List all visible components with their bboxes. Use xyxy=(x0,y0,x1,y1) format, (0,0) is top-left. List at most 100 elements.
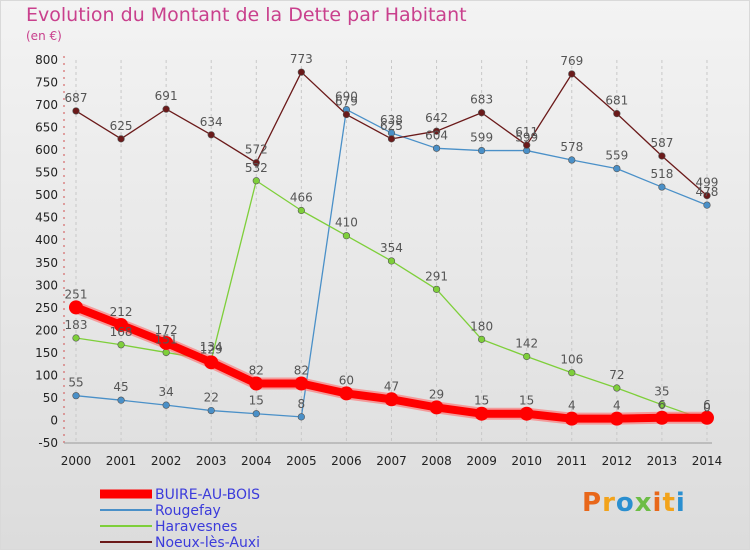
y-tick-label: 150 xyxy=(35,346,58,360)
y-tick-label: 800 xyxy=(35,53,58,67)
x-tick-label: 2000 xyxy=(61,454,92,468)
data-label: 679 xyxy=(335,95,358,109)
data-point xyxy=(658,183,666,191)
x-tick-label: 2003 xyxy=(196,454,227,468)
data-label: 354 xyxy=(380,241,403,255)
data-label: 183 xyxy=(65,318,88,332)
data-label: 625 xyxy=(110,119,133,133)
data-point xyxy=(162,401,170,409)
data-label: 6 xyxy=(703,398,711,412)
y-tick-label: 300 xyxy=(35,278,58,292)
y-tick-label: 250 xyxy=(35,301,58,315)
x-tick-label: 2007 xyxy=(376,454,407,468)
data-label: 6 xyxy=(658,398,666,412)
data-label: 35 xyxy=(654,385,669,399)
x-tick-label: 2004 xyxy=(241,454,272,468)
data-label: 410 xyxy=(335,216,358,230)
x-tick-label: 2012 xyxy=(602,454,633,468)
x-tick-label: 2005 xyxy=(286,454,317,468)
x-tick-label: 2006 xyxy=(331,454,362,468)
legend-label: Haravesnes xyxy=(155,519,237,535)
data-label: 681 xyxy=(605,94,628,108)
data-point xyxy=(297,206,305,215)
data-label: 4 xyxy=(568,399,576,413)
data-point xyxy=(159,335,174,350)
data-label: 604 xyxy=(425,128,448,142)
y-tick-label: 350 xyxy=(35,256,58,270)
data-point xyxy=(432,285,441,293)
data-label: 0 xyxy=(703,400,711,414)
x-tick-label: 2011 xyxy=(556,454,587,468)
data-label: 499 xyxy=(696,176,719,190)
data-label: 47 xyxy=(384,379,399,393)
y-tick-label: 0 xyxy=(50,413,58,427)
data-label: 587 xyxy=(650,136,673,150)
x-tick-label: 2002 xyxy=(151,454,182,468)
data-point xyxy=(564,411,579,426)
data-label: 15 xyxy=(519,394,534,408)
y-tick-label: 700 xyxy=(35,98,58,112)
data-label: 691 xyxy=(155,89,178,103)
chart-subtitle: (en €) xyxy=(26,29,62,43)
y-tick-label: 500 xyxy=(35,188,58,202)
data-point xyxy=(568,70,576,78)
data-point xyxy=(387,257,396,265)
data-point xyxy=(294,376,309,391)
logo-letter: o xyxy=(615,488,635,518)
y-tick-label: 400 xyxy=(35,233,58,247)
data-label: 151 xyxy=(155,332,178,346)
data-point xyxy=(478,109,486,117)
data-point xyxy=(432,144,441,152)
data-label: 45 xyxy=(113,380,128,394)
data-point xyxy=(204,355,219,370)
data-label: 599 xyxy=(515,131,538,145)
data-point xyxy=(613,384,621,392)
data-label: 55 xyxy=(68,376,83,390)
data-label: 518 xyxy=(650,167,673,181)
data-label: 690 xyxy=(335,90,358,104)
data-label: 129 xyxy=(200,342,223,356)
data-point xyxy=(72,392,80,400)
legend-label: BUIRE-AU-BOIS xyxy=(155,487,260,503)
y-axis-ticks: 8007507006506005505004504003503002502001… xyxy=(35,53,58,450)
data-label: 599 xyxy=(470,131,493,145)
data-point xyxy=(249,376,264,391)
x-tick-label: 2008 xyxy=(421,454,452,468)
y-tick-label: 50 xyxy=(43,391,58,405)
data-label: 142 xyxy=(515,336,538,350)
data-point xyxy=(117,135,125,143)
data-label: 72 xyxy=(609,368,624,382)
data-label: 478 xyxy=(696,185,719,199)
y-tick-label: 650 xyxy=(35,121,58,135)
data-label: 106 xyxy=(560,353,583,367)
data-point xyxy=(72,334,80,342)
data-label: 291 xyxy=(425,269,448,283)
y-tick-label: 450 xyxy=(35,211,58,225)
data-point xyxy=(703,201,711,209)
data-point xyxy=(252,410,260,418)
data-label: 466 xyxy=(290,190,313,204)
data-point xyxy=(117,396,125,404)
data-label: 251 xyxy=(65,287,88,301)
data-label: 4 xyxy=(613,399,621,413)
data-point xyxy=(613,110,621,118)
data-label: 773 xyxy=(290,52,313,66)
proxiti-logo: Proxiti xyxy=(582,488,686,518)
data-point xyxy=(568,369,576,377)
data-point xyxy=(342,110,351,119)
data-label: 15 xyxy=(474,394,489,408)
data-point xyxy=(658,401,666,409)
data-label: 638 xyxy=(380,113,403,127)
data-label: 625 xyxy=(380,119,403,133)
data-point xyxy=(523,352,531,361)
x-tick-label: 2001 xyxy=(106,454,137,468)
data-label: 532 xyxy=(245,161,268,175)
data-point xyxy=(339,386,354,401)
data-point xyxy=(342,232,351,240)
data-point xyxy=(429,400,444,415)
data-label: 769 xyxy=(560,54,583,68)
data-point xyxy=(568,156,576,164)
